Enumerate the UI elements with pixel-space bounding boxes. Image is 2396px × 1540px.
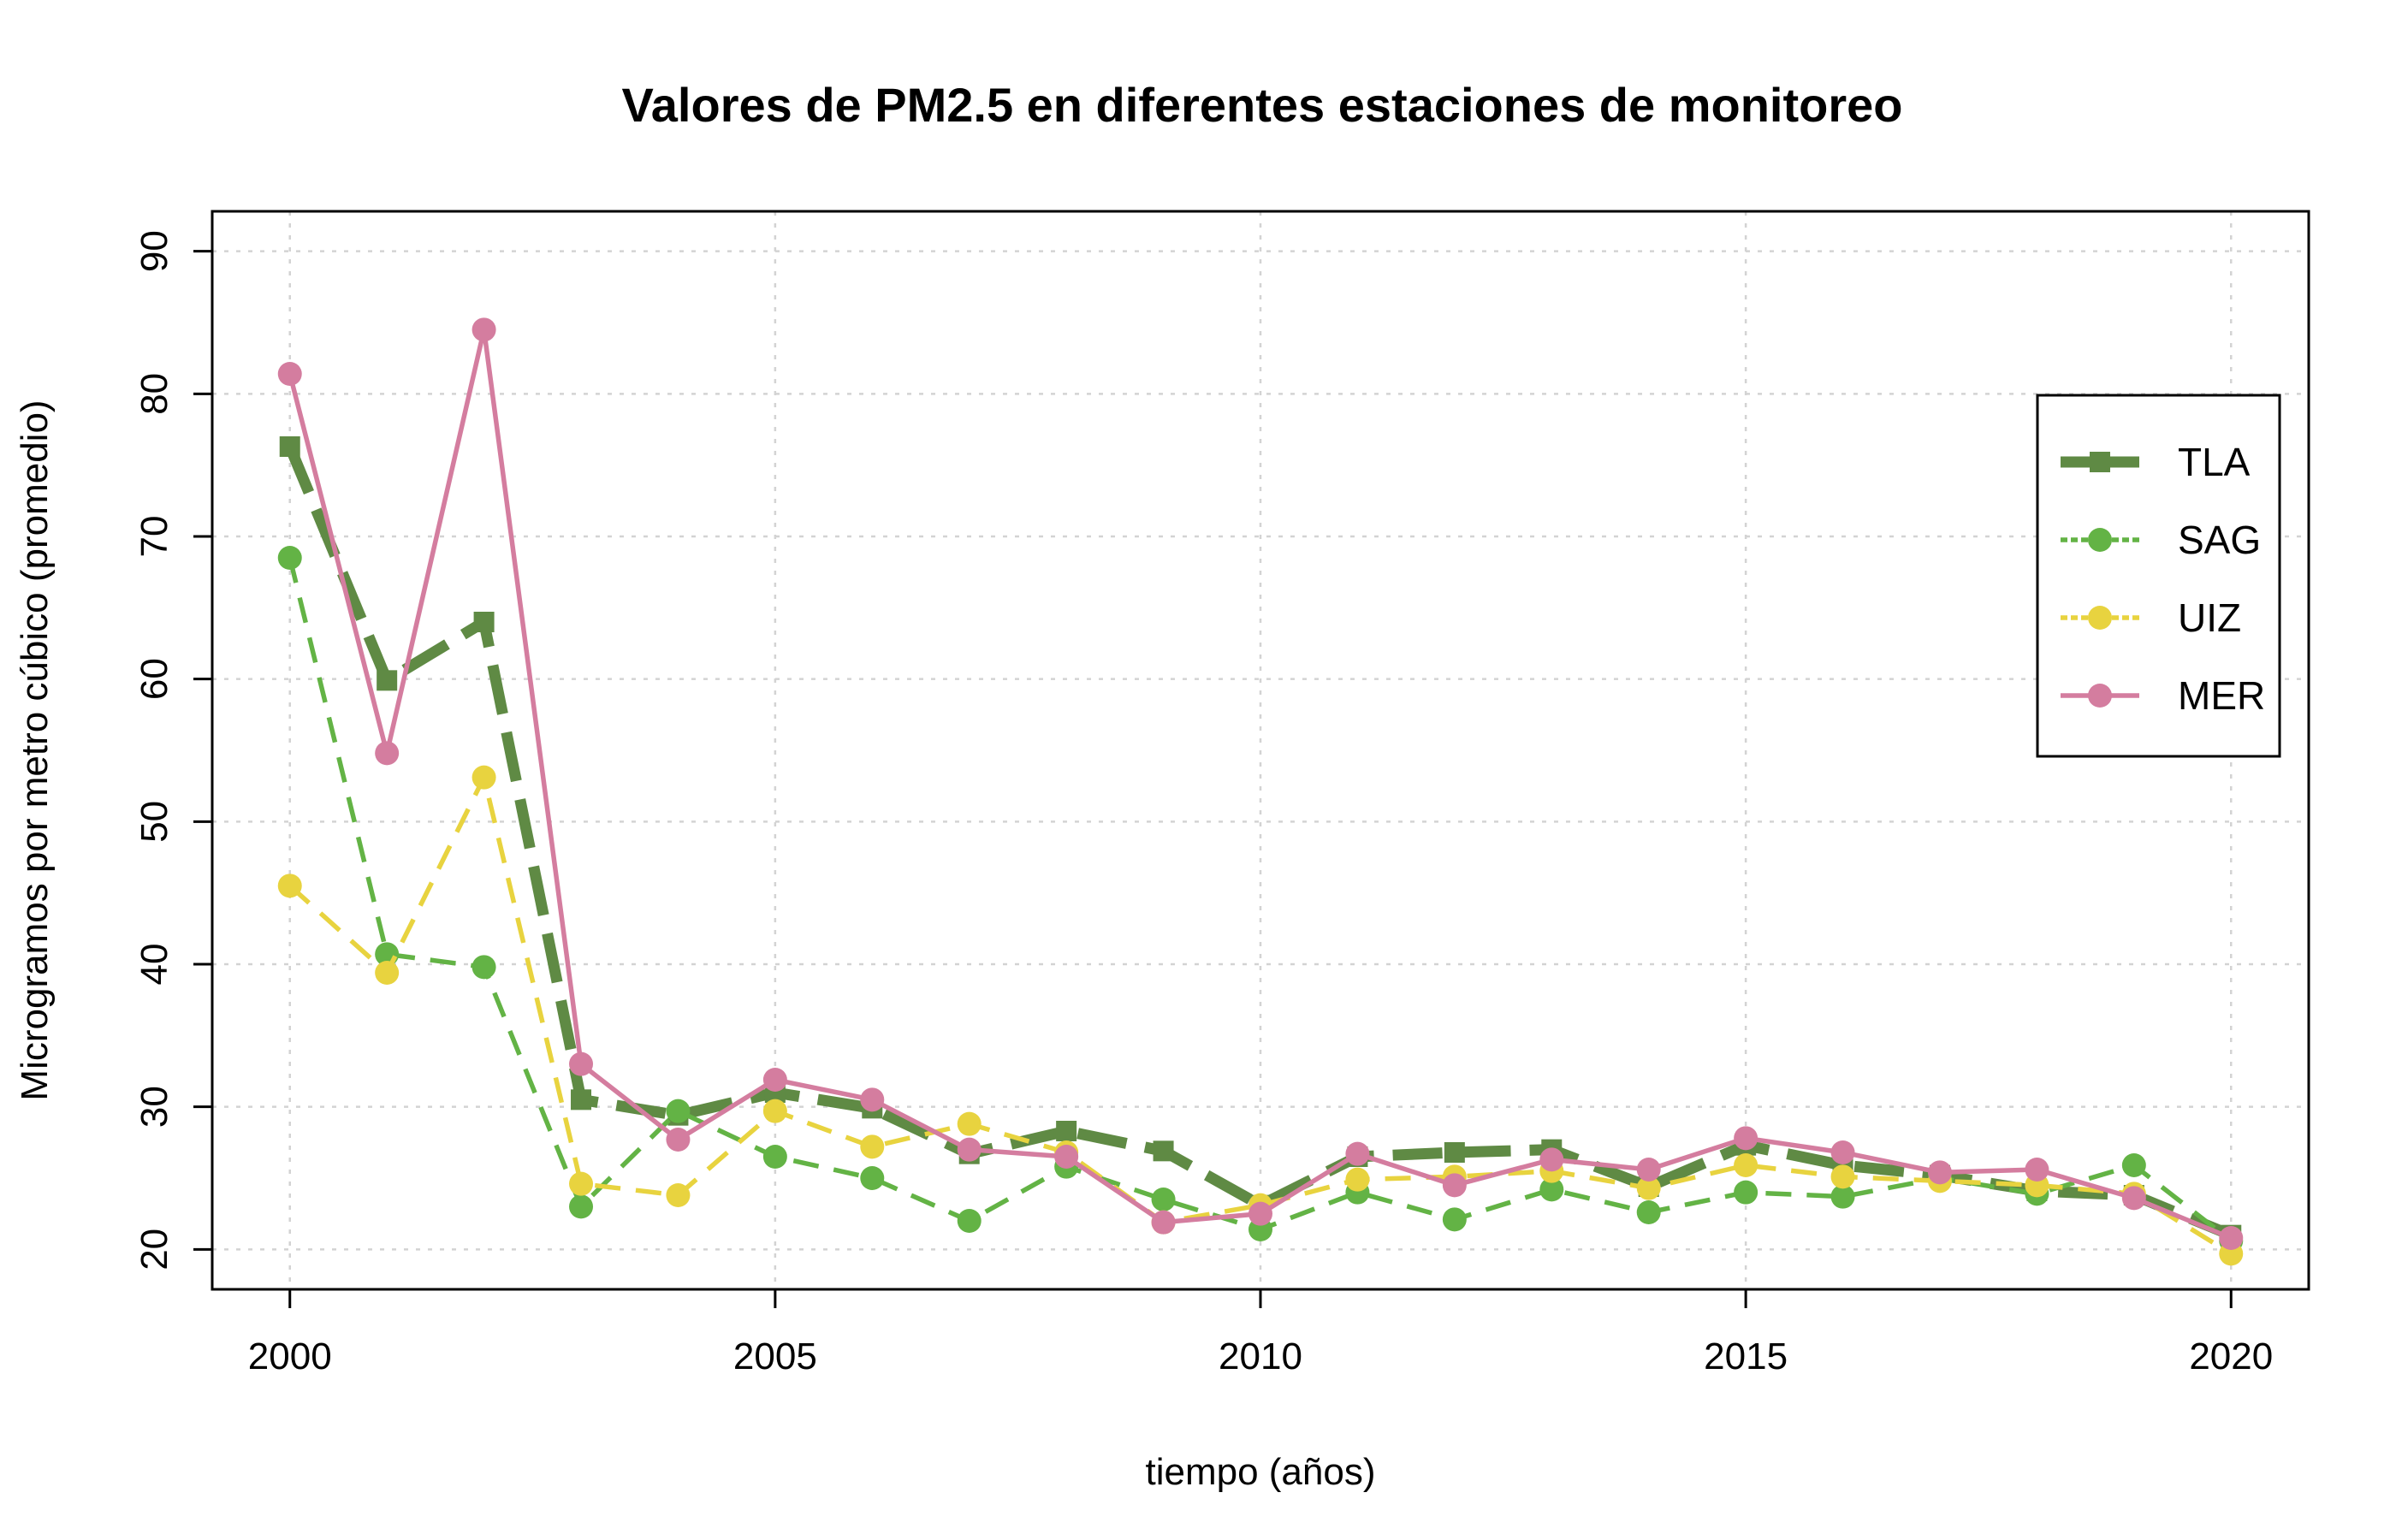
x-tick-label-2005: 2005 [733, 1336, 817, 1377]
data-point-mer-2016 [1830, 1140, 1855, 1164]
series-mer [277, 317, 2244, 1250]
data-point-tla-2000 [279, 436, 300, 457]
data-point-uiz-2003 [569, 1171, 594, 1196]
data-point-mer-2019 [2121, 1186, 2146, 1211]
y-tick-label-70: 70 [133, 516, 175, 558]
data-point-mer-2015 [1734, 1126, 1758, 1151]
data-point-uiz-2004 [666, 1183, 691, 1207]
data-point-mer-2008 [1054, 1145, 1079, 1169]
data-point-uiz-2001 [375, 961, 400, 985]
data-point-uiz-2011 [1345, 1167, 1370, 1192]
x-axis: 2000 2005 2010 2015 2020 [248, 1288, 2273, 1377]
data-point-sag-2006 [860, 1166, 885, 1190]
legend-marker-uiz [2088, 606, 2112, 630]
data-point-tla-2009 [1153, 1140, 1174, 1162]
legend-entry-tla: TLA [2061, 440, 2251, 484]
data-point-uiz-2002 [471, 765, 496, 790]
y-tick-label-60: 60 [133, 658, 175, 700]
data-point-sag-2009 [1151, 1188, 1176, 1211]
y-tick-label-20: 20 [133, 1229, 175, 1270]
series-line-sag [288, 557, 2233, 1243]
data-point-uiz-2015 [1734, 1153, 1758, 1177]
y-axis-label: Microgramos por metro cúbico (promedio) [14, 400, 56, 1100]
data-point-uiz-2005 [762, 1099, 787, 1123]
legend-label-mer: MER [2178, 673, 2265, 718]
data-point-mer-2006 [860, 1087, 885, 1112]
legend-marker-sag [2088, 528, 2112, 552]
y-tick-label-90: 90 [133, 230, 175, 272]
data-point-mer-2001 [375, 741, 400, 766]
x-tick-label-2010: 2010 [1219, 1336, 1302, 1377]
x-tick-label-2000: 2000 [248, 1336, 332, 1377]
data-point-sag-2005 [762, 1145, 787, 1169]
data-point-sag-2014 [1636, 1200, 1661, 1224]
series-layer [277, 317, 2244, 1266]
data-point-sag-2002 [471, 955, 496, 980]
data-point-tla-2003 [571, 1089, 592, 1111]
data-point-mer-2020 [2219, 1226, 2244, 1250]
data-point-uiz-2006 [860, 1134, 885, 1159]
data-point-mer-2000 [277, 362, 302, 386]
data-point-mer-2003 [569, 1051, 594, 1076]
data-point-sag-2007 [957, 1209, 982, 1233]
legend-entry-sag: SAG [2061, 518, 2261, 562]
legend-label-uiz: UIZ [2178, 595, 2241, 640]
data-point-mer-2012 [1442, 1173, 1467, 1198]
data-point-sag-2000 [277, 546, 302, 570]
data-point-uiz-2016 [1830, 1164, 1855, 1189]
series-line-tla [284, 444, 2233, 1241]
x-axis-label: tiempo (años) [1145, 1451, 1375, 1493]
data-point-sag-2016 [1830, 1184, 1855, 1209]
data-point-mer-2004 [666, 1128, 691, 1152]
legend-marker-tla [2090, 452, 2110, 472]
legend-marker-mer [2088, 684, 2112, 708]
legend-entry-uiz: UIZ [2061, 595, 2241, 640]
legend: TLA SAG UIZ MER [2036, 394, 2281, 758]
data-point-sag-2003 [569, 1194, 594, 1219]
data-point-mer-2018 [2025, 1158, 2049, 1182]
data-point-uiz-2014 [1636, 1176, 1661, 1200]
data-point-mer-2017 [1927, 1160, 1952, 1185]
data-point-sag-2013 [1539, 1177, 1564, 1202]
data-point-mer-2014 [1636, 1158, 1661, 1182]
data-point-tla-2012 [1444, 1142, 1465, 1163]
data-point-uiz-2000 [277, 874, 302, 898]
x-tick-label-2020: 2020 [2189, 1336, 2273, 1377]
x-tick-label-2015: 2015 [1704, 1336, 1788, 1377]
y-tick-label-80: 80 [133, 373, 175, 415]
data-point-tla-2008 [1056, 1121, 1077, 1141]
legend-label-sag: SAG [2178, 518, 2261, 562]
data-point-mer-2013 [1539, 1147, 1564, 1172]
data-point-sag-2012 [1442, 1207, 1467, 1232]
data-point-sag-2019 [2121, 1153, 2146, 1177]
series-line-uiz [288, 770, 2233, 1256]
y-tick-label-30: 30 [133, 1086, 175, 1128]
data-point-sag-2004 [666, 1099, 691, 1123]
data-point-mer-2009 [1151, 1210, 1176, 1235]
y-axis: 20 30 40 50 60 70 80 90 [133, 230, 214, 1270]
y-tick-label-40: 40 [133, 944, 175, 986]
data-point-mer-2010 [1248, 1201, 1272, 1226]
data-point-mer-2007 [957, 1137, 982, 1162]
data-point-mer-2002 [471, 317, 496, 342]
data-point-uiz-2007 [957, 1111, 982, 1136]
data-point-mer-2011 [1345, 1141, 1370, 1166]
data-point-sag-2015 [1734, 1180, 1758, 1205]
y-tick-label-50: 50 [133, 801, 175, 843]
grid-lines [212, 211, 2309, 1289]
legend-entry-mer: MER [2061, 673, 2265, 718]
legend-label-tla: TLA [2178, 440, 2251, 484]
data-point-tla-2002 [473, 612, 495, 632]
chart-title: Valores de PM2.5 en diferentes estacione… [622, 78, 1903, 132]
data-point-tla-2001 [377, 670, 398, 691]
data-point-mer-2005 [762, 1068, 787, 1092]
